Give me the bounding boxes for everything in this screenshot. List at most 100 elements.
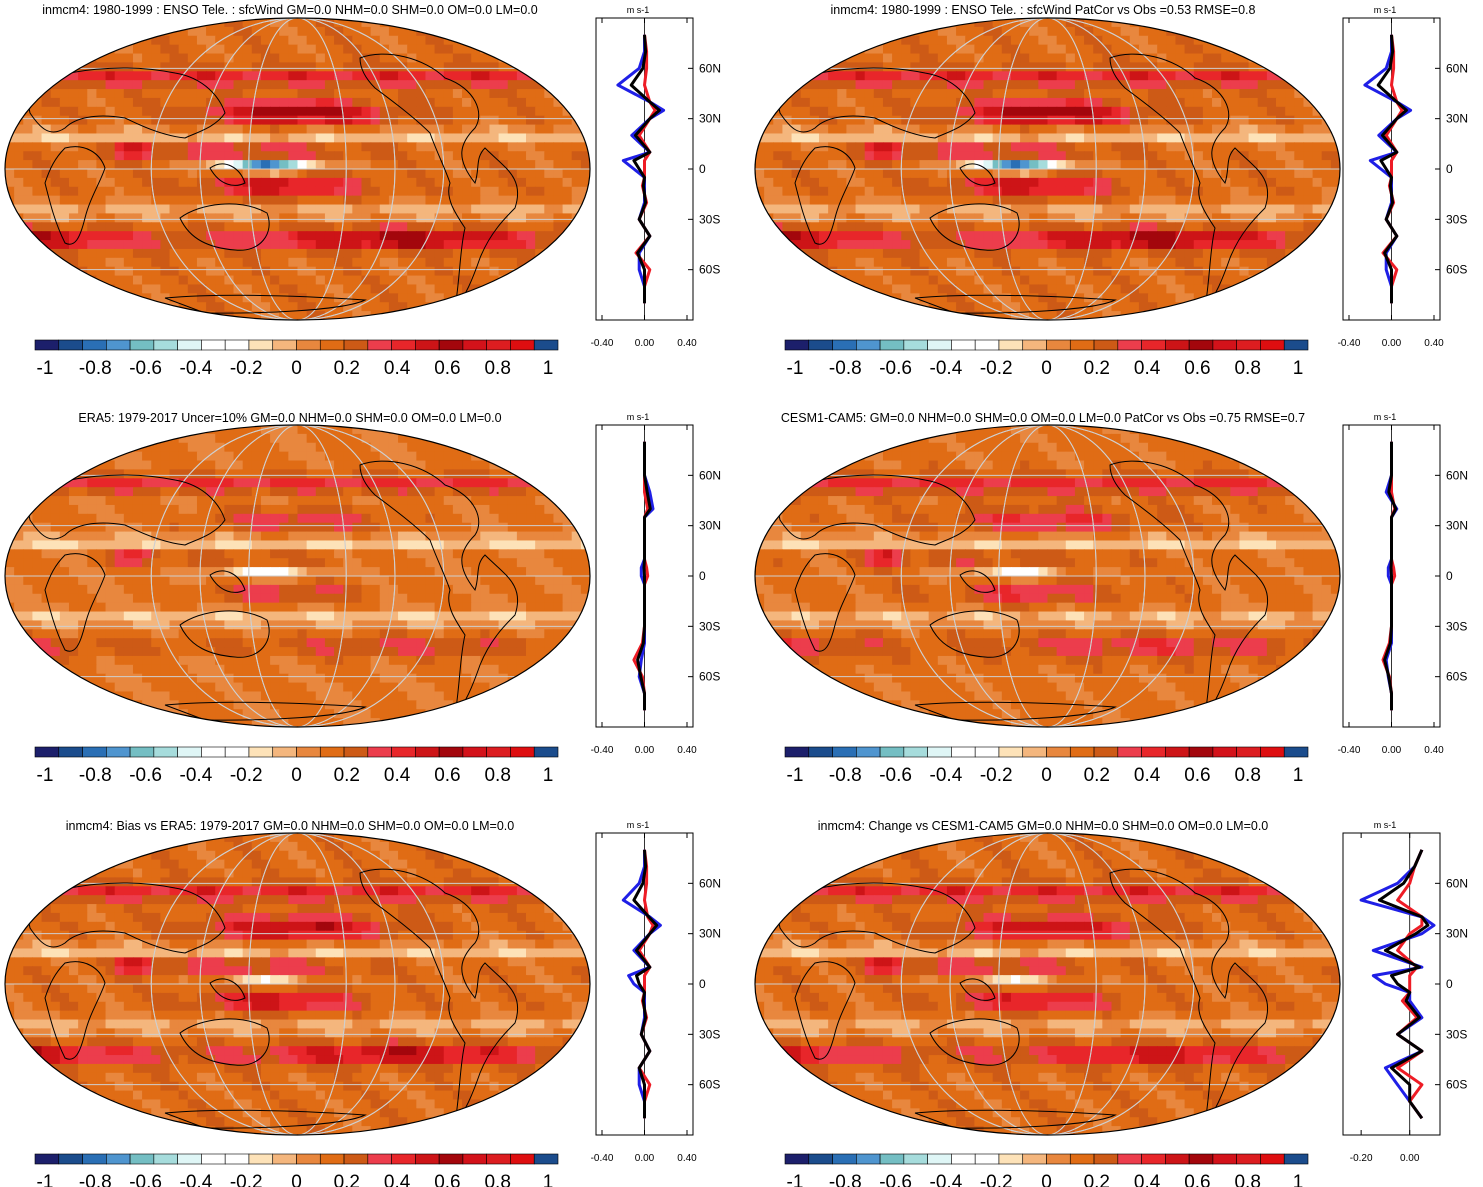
colorbar-swatch — [1283, 339, 1309, 351]
colorbar-label: -0.4 — [180, 358, 213, 379]
colorbar: -1 -0.8 -0.6 -0.4 -0.2 0 0.2 0.4 0.6 0.8 1 — [34, 339, 559, 379]
zonal-profile: m s-1 60N 30N 0 30S 60S -0.40 0.00 0.40 — [591, 5, 721, 349]
x-label: 0.00 — [635, 338, 655, 349]
profile-unit: m s-1 — [627, 5, 650, 15]
colorbar-swatch — [153, 339, 178, 351]
x-label: -0.40 — [591, 745, 614, 756]
lat-label: 0 — [699, 977, 706, 991]
profile-frame — [1342, 832, 1441, 1136]
colorbar-swatch — [974, 746, 1000, 758]
colorbar-swatch — [1117, 1153, 1142, 1165]
colorbar-swatch — [319, 746, 345, 758]
profile-line-obs — [632, 441, 650, 711]
lat-label: 30S — [699, 1027, 720, 1041]
colorbar-swatch — [1141, 339, 1166, 351]
graticule — [5, 425, 590, 727]
lat-label: 30N — [1446, 112, 1468, 126]
graticule — [755, 18, 1340, 320]
colorbar-swatch — [1212, 746, 1237, 758]
colorbar-swatch — [82, 339, 107, 351]
colorbar-label: -0.6 — [879, 358, 912, 379]
map-field — [755, 425, 1340, 727]
colorbar-label: -0.6 — [129, 358, 162, 379]
colorbar-label: 1 — [1293, 1172, 1304, 1187]
colorbar-swatch — [201, 1153, 226, 1165]
x-label: 0.00 — [635, 745, 655, 756]
colorbar-swatch — [415, 339, 440, 351]
coastlines — [774, 53, 1269, 314]
map-border — [754, 832, 1341, 1136]
colorbar-swatch — [296, 1153, 321, 1165]
colorbar-swatch — [272, 339, 297, 351]
colorbar-swatch — [903, 746, 928, 758]
profile-line-mean — [632, 849, 659, 1119]
zonal-profile: m s-1 60N 30N 0 30S 60S -0.40 0.00 0.40 — [1338, 5, 1468, 349]
colorbar-swatch — [951, 339, 976, 351]
colorbar-label: -0.4 — [930, 1172, 963, 1187]
colorbar-swatch — [224, 339, 250, 351]
profile-line-obs — [1396, 849, 1424, 1120]
panel-title: inmcm4: 1980-1999 : ENSO Tele. : sfcWind… — [831, 3, 1256, 17]
colorbar-swatch — [177, 746, 202, 758]
colorbar-swatch — [106, 339, 131, 351]
map-border — [754, 17, 1341, 321]
colorbar-label: 0.4 — [384, 765, 411, 786]
map-border — [754, 424, 1341, 728]
colorbar-swatch — [974, 339, 1000, 351]
colorbar-swatch — [415, 1153, 440, 1165]
colorbar-label: 0 — [1041, 1172, 1052, 1187]
lat-label: 0 — [1446, 162, 1453, 176]
lat-label: 30S — [1446, 1027, 1467, 1041]
colorbar-swatch — [1046, 746, 1071, 758]
x-label: 0.40 — [677, 338, 697, 349]
colorbar-swatch — [1260, 746, 1285, 758]
lat-label: 60N — [699, 468, 721, 482]
colorbar-label: 0.8 — [484, 1172, 510, 1187]
colorbar-swatch — [1165, 746, 1190, 758]
colorbar-swatch — [1022, 339, 1047, 351]
panel-title: inmcm4: 1980-1999 : ENSO Tele. : sfcWind… — [42, 3, 538, 17]
colorbar-label: 0.4 — [384, 1172, 411, 1187]
colorbar-label: -0.2 — [230, 1172, 263, 1187]
graticule — [755, 833, 1340, 1135]
colorbar-label: -0.8 — [79, 765, 112, 786]
colorbar-swatch — [927, 746, 952, 758]
colorbar-label: 0.4 — [1134, 765, 1161, 786]
colorbar-swatch — [415, 746, 440, 758]
colorbar-swatch — [1236, 746, 1261, 758]
colorbar-label: 0.8 — [1234, 358, 1260, 379]
colorbar-label: 0.2 — [1084, 358, 1110, 379]
colorbar-swatch — [272, 1153, 297, 1165]
colorbar-swatch — [808, 339, 833, 351]
colorbar-swatch — [486, 339, 511, 351]
colorbar-label: -1 — [787, 1172, 804, 1187]
colorbar-label: -1 — [37, 358, 54, 379]
colorbar-swatch — [1236, 1153, 1261, 1165]
coastlines — [24, 460, 519, 721]
profile-line-model — [1359, 849, 1436, 1120]
colorbar-label: 0.6 — [434, 358, 460, 379]
colorbar-swatch — [296, 746, 321, 758]
colorbar-label: 0.6 — [1184, 1172, 1210, 1187]
colorbar-swatch — [1046, 1153, 1071, 1165]
colorbar-swatch — [533, 1153, 559, 1165]
colorbar-swatch — [1022, 746, 1047, 758]
colorbar-swatch — [224, 1153, 250, 1165]
colorbar-swatch — [201, 339, 226, 351]
colorbar-label: -0.2 — [230, 765, 263, 786]
x-label: 0.00 — [1400, 1153, 1420, 1164]
colorbar-swatch — [153, 1153, 178, 1165]
colorbar-label: 0.2 — [1084, 765, 1110, 786]
lat-label: 60N — [1446, 876, 1468, 890]
colorbar-label: 0.4 — [1134, 1172, 1161, 1187]
colorbar-swatch — [391, 1153, 416, 1165]
colorbar-swatch — [998, 339, 1024, 351]
colorbar-swatch — [951, 1153, 976, 1165]
colorbar-swatch — [343, 339, 369, 351]
panel-3: ERA5: 1979-2017 Uncer=10% GM=0.0 NHM=0.0… — [4, 411, 721, 786]
colorbar-swatch — [784, 1153, 810, 1165]
colorbar-swatch — [1093, 339, 1119, 351]
colorbar-label: 0.6 — [434, 765, 460, 786]
colorbar-label: -0.4 — [930, 765, 963, 786]
x-label: 0.40 — [677, 1153, 697, 1164]
